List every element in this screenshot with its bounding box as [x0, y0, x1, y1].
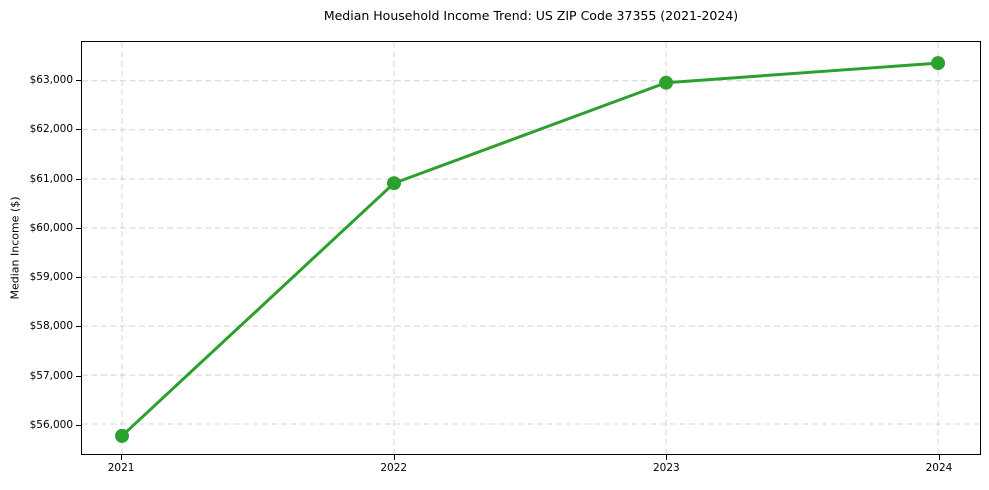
- y-tick-mark: [76, 326, 81, 328]
- y-tick-mark: [76, 227, 81, 229]
- x-tick-label: 2024: [925, 462, 953, 474]
- y-tick-label: $59,000: [29, 271, 73, 284]
- line-chart-svg: [82, 42, 980, 454]
- data-point-marker: [115, 428, 129, 443]
- trend-line: [120, 61, 940, 438]
- y-tick-mark: [76, 178, 81, 180]
- data-point-marker: [659, 75, 674, 90]
- y-tick-label: $56,000: [29, 418, 73, 431]
- y-tick-mark: [76, 79, 81, 81]
- x-tick-label: 2023: [652, 462, 680, 474]
- y-tick-label: $57,000: [29, 369, 73, 382]
- y-tick-label: $60,000: [29, 221, 73, 234]
- x-tick-label: 2022: [380, 462, 408, 474]
- data-point-marker: [931, 56, 946, 71]
- plot-area: [81, 41, 981, 455]
- y-tick-label: $62,000: [29, 123, 73, 136]
- y-tick-mark: [76, 424, 81, 426]
- x-tick-mark: [939, 455, 940, 460]
- x-tick-mark: [121, 455, 123, 460]
- y-tick-mark: [76, 129, 81, 131]
- data-point-marker: [387, 176, 401, 191]
- x-tick-label: 2021: [107, 462, 135, 474]
- x-tick-mark: [393, 455, 395, 460]
- y-tick-label: $61,000: [29, 172, 73, 185]
- chart-title: Median Household Income Trend: US ZIP Co…: [323, 8, 739, 23]
- y-tick-mark: [76, 277, 81, 279]
- x-tick-mark: [666, 455, 668, 460]
- y-tick-mark: [76, 375, 81, 377]
- y-tick-label: $63,000: [29, 73, 73, 86]
- y-tick-label: $58,000: [29, 320, 73, 333]
